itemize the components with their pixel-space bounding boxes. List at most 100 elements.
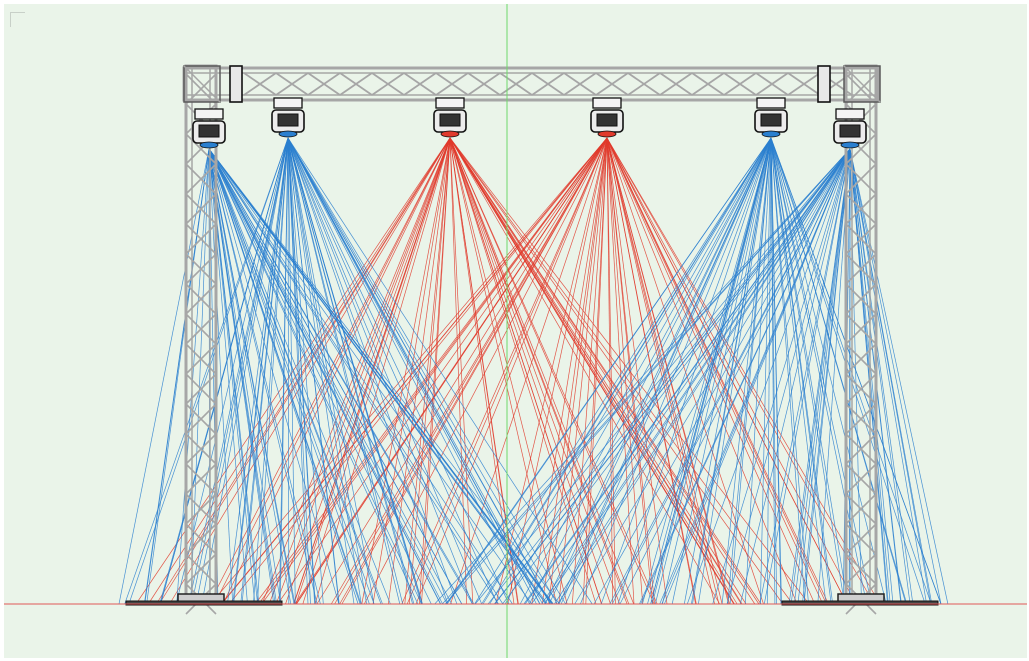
light-beam — [554, 148, 851, 605]
truss-brace — [845, 523, 877, 555]
light-beam — [524, 148, 851, 605]
light-beam — [287, 137, 541, 605]
light-beam — [606, 137, 616, 605]
light-beam — [449, 137, 760, 605]
light-beam — [334, 137, 608, 605]
light-beam — [287, 137, 290, 605]
light-beam — [404, 137, 451, 605]
light-beam — [712, 148, 851, 605]
truss-brace — [755, 72, 789, 96]
light-beam — [770, 137, 777, 605]
truss-brace — [183, 65, 221, 103]
light-beam — [770, 137, 849, 605]
truss-brace — [275, 72, 309, 96]
blue-beams — [118, 137, 949, 605]
light-beam — [489, 137, 772, 605]
light-beam — [544, 137, 772, 605]
light-beam — [287, 137, 404, 605]
truss-brace — [787, 72, 821, 96]
light-beam — [558, 137, 608, 605]
light-beam — [449, 137, 738, 605]
light-beam — [401, 137, 608, 605]
light-beam — [766, 137, 772, 605]
light-beam — [287, 137, 558, 605]
light-beam — [580, 137, 772, 605]
light-beam — [118, 148, 210, 605]
fixture-lens — [596, 113, 618, 127]
light-beam — [449, 137, 742, 605]
light-beam — [606, 137, 798, 605]
truss-clamp — [229, 65, 243, 103]
light-beam — [287, 137, 530, 605]
light-beam — [770, 137, 845, 605]
light-beam — [287, 137, 415, 605]
light-beam — [449, 137, 515, 605]
moving-head-5[interactable] — [754, 97, 788, 138]
truss-brace — [845, 133, 877, 165]
light-beam — [287, 137, 498, 605]
light-beam — [698, 137, 772, 605]
light-beam — [729, 137, 772, 605]
corner-block — [843, 65, 881, 103]
cad-viewport[interactable] — [4, 4, 1027, 658]
light-beam — [449, 137, 784, 605]
light-beam — [739, 148, 851, 605]
truss-brace — [845, 253, 877, 285]
light-beam — [287, 137, 296, 605]
moving-head-3[interactable] — [433, 97, 467, 138]
light-beam — [316, 137, 608, 605]
truss-brace — [185, 313, 217, 345]
fixture-lens — [839, 124, 861, 138]
light-beam — [659, 148, 851, 605]
light-beam — [449, 137, 468, 605]
truss-clamp — [817, 65, 831, 103]
light-beam — [474, 137, 772, 605]
truss-brace — [185, 223, 217, 255]
corner-block — [183, 65, 221, 103]
truss-brace — [845, 433, 877, 465]
light-beam — [640, 148, 851, 605]
light-beam — [683, 137, 772, 605]
light-beam — [593, 148, 851, 605]
light-beam — [449, 137, 658, 605]
truss-brace — [185, 373, 217, 405]
moving-head-1[interactable] — [192, 108, 226, 149]
light-beam — [760, 137, 772, 605]
light-beam — [449, 137, 568, 605]
truss-brace — [185, 433, 217, 465]
light-beam — [686, 148, 851, 605]
light-beam — [287, 137, 311, 605]
light-beam — [770, 137, 827, 605]
fixture-yoke-mount — [592, 97, 622, 109]
light-beam — [415, 137, 608, 605]
light-beam — [502, 148, 851, 605]
moving-head-6[interactable] — [833, 108, 867, 149]
light-beam — [849, 148, 894, 605]
truss-brace — [185, 163, 217, 195]
light-beam — [124, 137, 289, 605]
light-beam — [287, 137, 340, 605]
light-beam — [208, 148, 234, 605]
truss-brace — [845, 373, 877, 405]
light-beam — [330, 137, 608, 605]
truss-brace — [185, 493, 217, 525]
light-beam — [691, 137, 772, 605]
light-beam — [449, 137, 628, 605]
light-beam — [208, 148, 513, 605]
light-beam — [287, 137, 324, 605]
light-beam — [421, 137, 451, 605]
light-beam — [650, 137, 772, 605]
truss-brace — [845, 343, 877, 375]
moving-head-4[interactable] — [590, 97, 624, 138]
light-beam — [606, 137, 881, 605]
moving-head-2[interactable] — [271, 97, 305, 138]
truss-brace — [185, 523, 217, 555]
light-beam — [208, 148, 419, 605]
light-beam — [449, 137, 635, 605]
fixture-aperture — [278, 130, 298, 138]
light-beam — [606, 137, 644, 605]
light-beam — [144, 148, 210, 605]
truss-brace — [843, 65, 881, 103]
truss-brace — [403, 72, 437, 96]
light-beam — [474, 148, 851, 605]
